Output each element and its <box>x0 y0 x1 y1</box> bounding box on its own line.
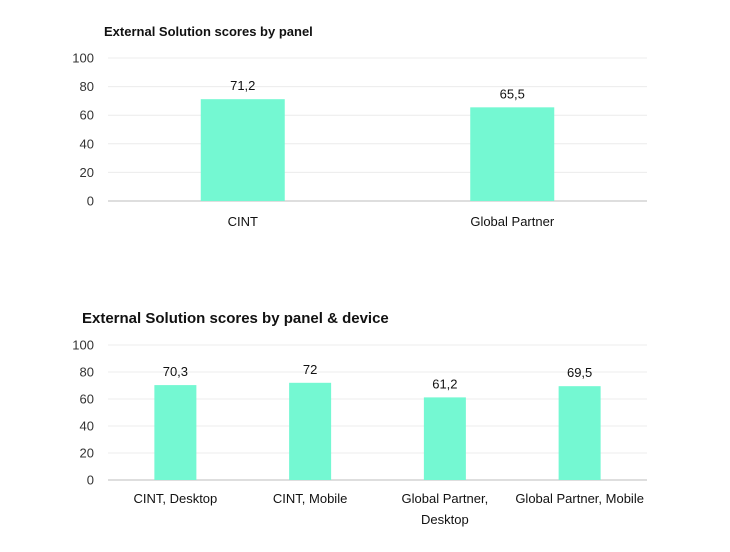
chart-2-category-label: Global Partner, Mobile <box>515 491 644 506</box>
chart-2-y-tick-label: 20 <box>80 446 94 461</box>
chart-1-data-label: 65,5 <box>500 86 525 101</box>
chart-1-y-tick-label: 80 <box>80 79 94 94</box>
chart-2-bar <box>558 386 601 480</box>
chart-2-data-label: 72 <box>303 362 317 377</box>
chart-2-category-label: Global Partner, Desktop <box>402 491 489 527</box>
chart-1-data-label: 71,2 <box>230 78 255 93</box>
chart-2-bar <box>423 397 466 480</box>
chart-2-y-tick-label: 40 <box>80 419 94 434</box>
chart-1-category-label: CINT <box>228 214 258 229</box>
chart-1-title: External Solution scores by panel <box>104 24 313 39</box>
chart-1-y-tick-label: 60 <box>80 108 94 123</box>
chart-1-bar <box>470 107 555 201</box>
chart-1-bar <box>200 99 285 201</box>
chart-1-y-tick-label: 40 <box>80 136 94 151</box>
chart-2-data-label: 61,2 <box>432 376 457 391</box>
chart-2-category-label: CINT, Desktop <box>133 491 217 506</box>
chart-2-bar <box>154 385 197 480</box>
chart-1-category-label: Global Partner <box>470 214 554 229</box>
chart-2-data-label: 70,3 <box>163 364 188 379</box>
chart-2-category-label: CINT, Mobile <box>273 491 347 506</box>
chart-1-y-tick-label: 0 <box>87 194 94 209</box>
chart-2-y-tick-label: 80 <box>80 365 94 380</box>
chart-2-data-label: 69,5 <box>567 365 592 380</box>
chart-1-y-tick-label: 20 <box>80 165 94 180</box>
chart-1-y-tick-label: 100 <box>72 51 94 66</box>
chart-2-y-tick-label: 100 <box>72 338 94 353</box>
chart-2-y-tick-label: 60 <box>80 392 94 407</box>
chart-2-bar <box>289 382 332 480</box>
chart-2-y-tick-label: 0 <box>87 473 94 488</box>
chart-2-title: External Solution scores by panel & devi… <box>82 310 389 327</box>
